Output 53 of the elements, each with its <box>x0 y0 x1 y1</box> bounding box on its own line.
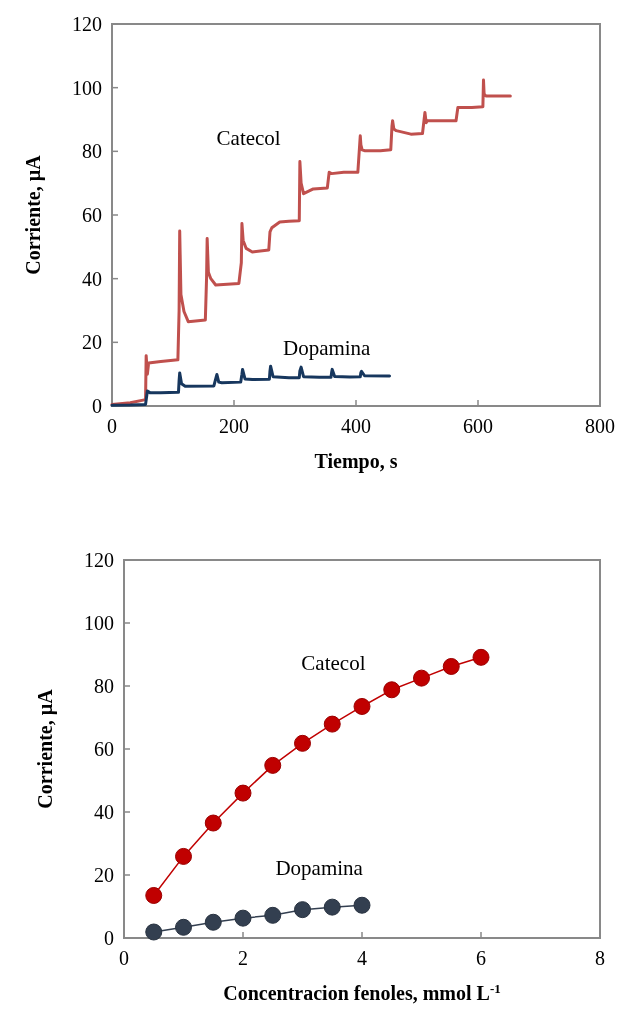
y-tick-label: 60 <box>94 738 114 760</box>
series-label: Catecol <box>216 126 281 150</box>
y-tick-label: 120 <box>72 13 102 35</box>
y-axis-title: Corriente, µA <box>34 688 57 809</box>
line-series <box>110 78 512 406</box>
point <box>264 756 282 774</box>
point <box>442 657 460 675</box>
y-tick-label: 20 <box>94 864 114 886</box>
point <box>294 901 311 919</box>
y-tick-label: 40 <box>82 267 102 290</box>
point <box>204 814 222 832</box>
series-label: Catecol <box>301 651 366 675</box>
point <box>413 669 430 687</box>
point <box>383 681 401 699</box>
point <box>145 923 163 941</box>
point <box>234 784 252 802</box>
point <box>472 648 490 666</box>
x-tick-label: 2 <box>238 947 248 969</box>
y-axis-title: Corriente, µA <box>22 154 45 275</box>
point <box>294 734 311 752</box>
y-tick-label: 0 <box>104 927 114 949</box>
point <box>145 886 163 904</box>
y-tick-label: 0 <box>92 395 102 417</box>
y-tick-label: 80 <box>82 140 102 163</box>
x-tick-label: 600 <box>463 415 493 437</box>
x-axis-title: Concentracion fenoles, mmol L$^{-1}$ <box>223 980 501 1004</box>
line-series <box>110 364 392 407</box>
point <box>323 715 341 733</box>
x-tick-label: 0 <box>119 947 129 969</box>
x-tick-label: 400 <box>341 415 371 437</box>
y-tick-label: 100 <box>84 612 114 634</box>
y-tick-label: 20 <box>82 331 102 354</box>
series-label: Dopamina <box>275 856 364 880</box>
x-tick-label: 200 <box>219 415 249 437</box>
point <box>264 906 282 924</box>
point <box>353 896 371 914</box>
y-tick-label: 40 <box>94 801 114 823</box>
x-axis-title: Tiempo, s <box>314 450 398 473</box>
point <box>175 847 192 865</box>
x-tick-label: 800 <box>585 415 615 437</box>
point <box>234 909 252 927</box>
point <box>204 913 222 931</box>
x-tick-label: 8 <box>595 947 605 969</box>
series-label: Dopamina <box>282 336 372 360</box>
y-tick-label: 60 <box>82 204 102 226</box>
point <box>175 918 192 936</box>
y-tick-label: 80 <box>94 675 114 697</box>
point <box>323 898 341 916</box>
x-tick-label: 4 <box>357 947 367 969</box>
y-tick-label: 100 <box>72 76 102 99</box>
point <box>353 697 371 715</box>
x-tick-label: 6 <box>476 947 486 969</box>
y-tick-label: 120 <box>84 549 114 571</box>
